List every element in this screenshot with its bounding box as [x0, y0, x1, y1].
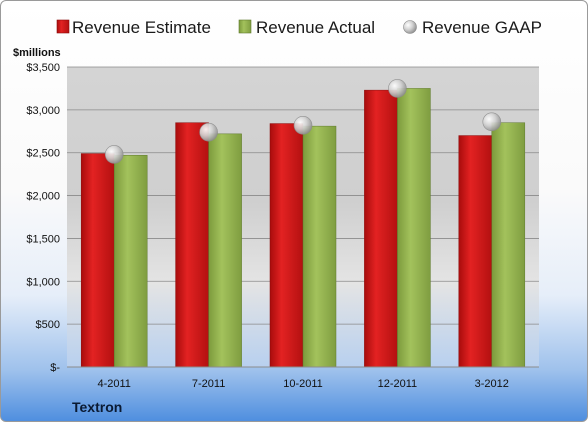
bar-actual-12-2011: [397, 88, 431, 368]
y-tick-label: $500: [36, 319, 60, 331]
bar-actual-10-2011: [302, 125, 337, 368]
bar-estimate-10-2011: [269, 123, 304, 368]
y-tick-label: $1,500: [26, 233, 60, 245]
gaap-markers: [104, 79, 502, 164]
legend-label-estimate: Revenue Estimate: [72, 18, 211, 37]
bar-actual-4-2011: [113, 155, 148, 368]
x-tick-label: 3-2012: [475, 378, 509, 390]
company-name: Textron: [72, 399, 122, 415]
bar-estimate-12-2011: [364, 89, 398, 368]
x-tick-label: 10-2011: [283, 378, 323, 390]
legend: Revenue Estimate Revenue Actual Revenue …: [56, 18, 542, 37]
bar-estimate-7-2011: [175, 122, 209, 368]
bar-actual-3-2012: [491, 122, 526, 368]
bars: [80, 88, 526, 368]
legend-swatch-actual: [238, 19, 252, 34]
legend-marker-gaap: [403, 20, 417, 34]
gaap-marker-10-2011: [293, 115, 313, 135]
gaap-marker-4-2011: [104, 145, 124, 164]
y-tick-label: $3,500: [26, 62, 60, 74]
bar-estimate-3-2012: [458, 135, 493, 368]
y-axis-ticks: $- $500 $1,000 $1,500 $2,000 $2,500 $3,000 $3,5…: [26, 62, 60, 374]
y-tick-label: $2,000: [26, 191, 60, 203]
bar-actual-7-2011: [208, 133, 242, 368]
gaap-marker-3-2012: [482, 112, 502, 132]
legend-label-actual: Revenue Actual: [256, 18, 375, 37]
x-tick-label: 7-2011: [192, 378, 225, 390]
gaap-marker-12-2011: [388, 79, 407, 98]
x-axis-ticks: 4-2011 7-2011 10-2011 12-2011 3-2012: [97, 378, 508, 390]
y-tick-label: $3,000: [26, 105, 60, 117]
x-tick-label: 12-2011: [378, 378, 418, 390]
legend-label-gaap: Revenue GAAP: [422, 18, 542, 37]
y-tick-label: $1,000: [26, 276, 60, 288]
legend-swatch-estimate: [56, 19, 70, 34]
gaap-marker-7-2011: [199, 122, 218, 142]
y-tick-label: $2,500: [26, 148, 60, 160]
bar-estimate-4-2011: [80, 153, 115, 368]
y-tick-label: $-: [50, 362, 60, 374]
y-axis-unit-label: $millions: [13, 47, 61, 59]
x-tick-label: 4-2011: [97, 378, 130, 390]
